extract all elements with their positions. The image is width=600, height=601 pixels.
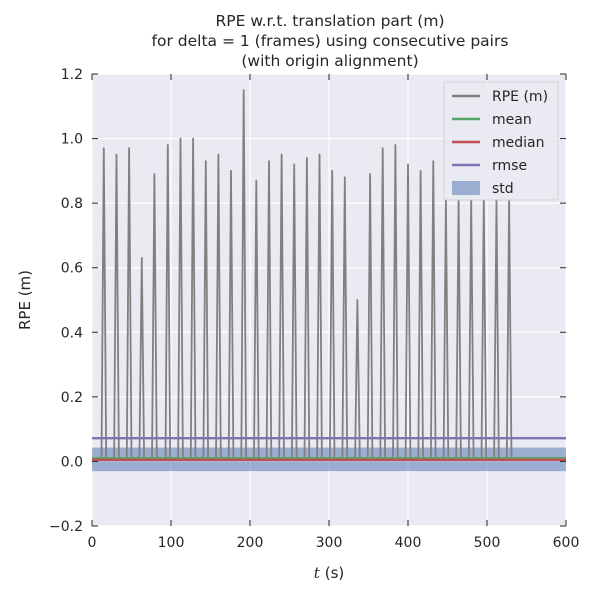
- rpe-peak-10: [217, 153, 220, 156]
- stat-lines-layer: [92, 436, 566, 462]
- rpe-peak-15: [280, 153, 283, 156]
- legend-box: [443, 81, 559, 201]
- rpe-peak-8: [192, 137, 194, 140]
- rpe-peak-13: [255, 179, 258, 182]
- rpe-peak-9: [204, 160, 207, 162]
- rpe-peak-4: [140, 257, 143, 259]
- chart-title: RPE w.r.t. translation part (m) for delt…: [152, 12, 509, 70]
- y-tick-label: −0.2: [49, 519, 83, 535]
- x-axis-label: t (s): [314, 564, 345, 582]
- rpe-peak-5: [153, 173, 156, 175]
- x-tick-label: 600: [553, 535, 580, 551]
- axis-ticks: 0 100 200 300 400 500 600 −0.2 0.0 0.2 0.4 0.6 0.8 1.…: [49, 67, 579, 551]
- rpe-peak-18: [318, 153, 321, 156]
- y-tick-label: 0.6: [61, 261, 83, 277]
- title-line-3: (with origin alignment): [241, 52, 418, 70]
- y-tick-label: 0.4: [61, 325, 83, 341]
- x-tick-label: 500: [474, 535, 501, 551]
- rpe-peak-23: [381, 147, 384, 150]
- rpe-peak-25: [407, 163, 409, 166]
- legend-key-std: [452, 181, 480, 195]
- legend-label-1: RPE (m): [492, 89, 548, 105]
- x-tick-label: 400: [395, 535, 422, 551]
- rpe-peak-19: [331, 170, 333, 172]
- x-tick-label: 100: [158, 535, 185, 551]
- y-tick-label: 0.8: [61, 196, 83, 212]
- rpe-peak-21: [356, 299, 359, 301]
- legend-label-5: std: [492, 181, 514, 197]
- x-tick-label: 300: [316, 535, 343, 551]
- y-tick-label: 0.0: [61, 454, 83, 470]
- rpe-peak-27: [432, 160, 435, 162]
- rpe-peak-26: [419, 170, 422, 172]
- rpe-peak-3: [128, 147, 130, 150]
- rpe-peak-12: [242, 89, 245, 91]
- rpe-peak-14: [268, 160, 270, 162]
- rpe-peak-6: [167, 144, 169, 146]
- y-tick-label: 0.2: [61, 390, 83, 406]
- rpe-peak-16: [293, 163, 296, 166]
- rpe-peak-11: [230, 170, 232, 172]
- legend-label-3: median: [492, 135, 544, 151]
- y-tick-label: 1.2: [61, 67, 83, 83]
- rpe-peak-24: [394, 144, 397, 146]
- rpe-peak-17: [306, 157, 308, 159]
- x-axis-unit: (s): [325, 564, 345, 582]
- x-tick-label: 200: [237, 535, 264, 551]
- x-axis-symbol: t: [314, 564, 321, 582]
- title-line-1: RPE w.r.t. translation part (m): [215, 12, 444, 30]
- x-tick-label: 0: [88, 535, 97, 551]
- rpe-peak-1: [103, 147, 105, 150]
- rpe-peak-20: [344, 176, 346, 179]
- rpe-peak-7: [179, 137, 182, 140]
- y-axis-label: RPE (m): [16, 270, 34, 330]
- legend: RPE (m) mean median rmse std: [443, 81, 559, 201]
- legend-label-4: rmse: [492, 158, 527, 174]
- y-tick-label: 1.0: [61, 132, 83, 148]
- rpe-peak-2: [115, 153, 118, 156]
- legend-label-2: mean: [492, 112, 532, 128]
- rpe-peak-22: [369, 173, 371, 175]
- title-line-2: for delta = 1 (frames) using consecutive…: [152, 32, 509, 50]
